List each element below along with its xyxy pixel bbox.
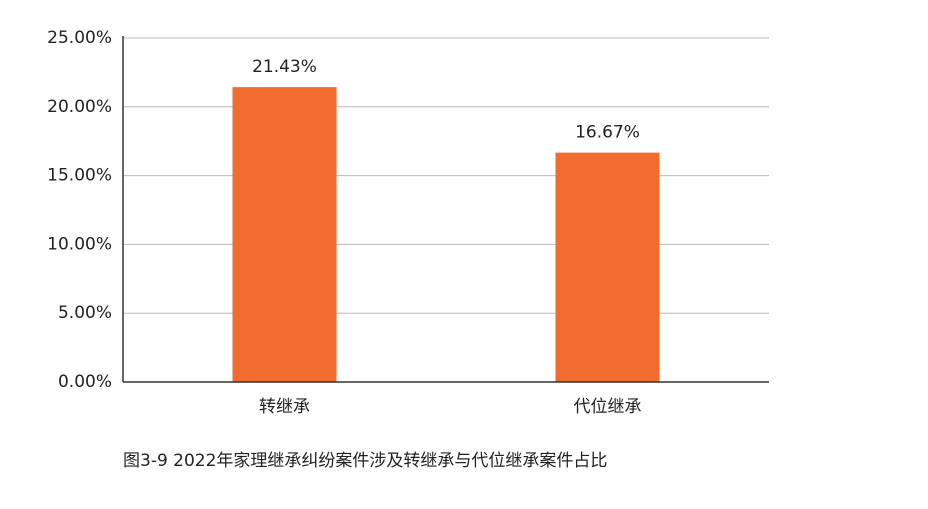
value-label: 21.43%	[252, 57, 317, 77]
y-tick-label: 0.00%	[58, 372, 112, 392]
y-tick-label: 5.00%	[58, 303, 112, 323]
bar	[555, 152, 660, 382]
y-tick-label: 10.00%	[47, 234, 112, 254]
x-tick-label: 代位继承	[574, 397, 642, 417]
bar	[232, 87, 337, 382]
y-tick-label: 20.00%	[47, 97, 112, 117]
value-label: 16.67%	[575, 123, 640, 143]
x-tick-label: 转继承	[259, 397, 310, 417]
chart-title: 图3-9 2022年家理继承纠纷案件涉及转继承与代位继承案件占比	[123, 451, 607, 471]
y-tick-label: 15.00%	[47, 166, 112, 186]
y-tick-label: 25.00%	[47, 28, 112, 48]
